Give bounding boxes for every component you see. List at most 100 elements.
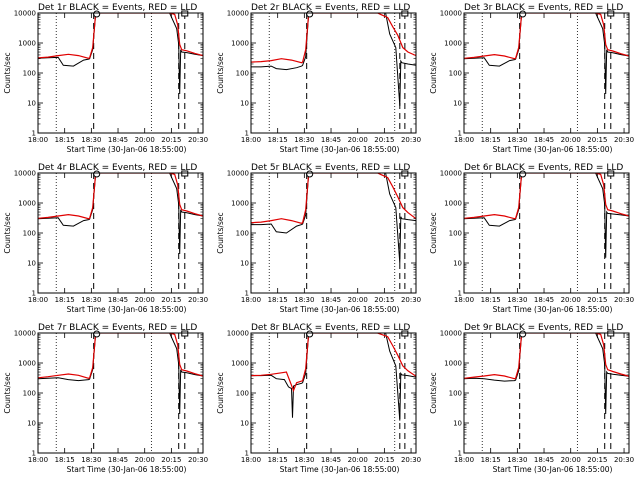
y-tick-label: 100 (236, 70, 249, 78)
y-tick-label: 10 (27, 100, 36, 108)
x-tick-label: 18:15 (268, 296, 288, 304)
y-tick-label: 100 (449, 230, 462, 238)
plot-frame (250, 12, 417, 134)
y-tick-label: 100 (449, 70, 462, 78)
x-tick-label: 20:15 (161, 136, 181, 144)
x-tick-label: 20:00 (561, 296, 581, 304)
x-tick-label: 18:15 (481, 456, 501, 464)
x-tick-label: 20:30 (188, 296, 208, 304)
y-tick-label: 1 (32, 450, 36, 458)
marker-circle (306, 170, 314, 178)
x-tick-label: 20:30 (188, 136, 208, 144)
x-tick-label: 20:00 (135, 296, 155, 304)
x-tick-label: 18:30 (81, 456, 101, 464)
x-tick-label: 18:00 (241, 136, 261, 144)
plot-frame (463, 12, 630, 134)
x-tick-label: 20:15 (587, 456, 607, 464)
x-tick-label: 18:15 (55, 136, 75, 144)
x-tick-label: 20:30 (401, 296, 421, 304)
marker-circle (519, 10, 527, 18)
y-tick-label: 10000 (14, 10, 36, 18)
y-tick-label: 1 (245, 130, 249, 138)
chart-title: Det 5r BLACK = Events, RED = LLD (251, 163, 410, 173)
x-tick-label: 18:45 (321, 456, 341, 464)
x-tick-label: 18:45 (321, 296, 341, 304)
chart-title: Det 1r BLACK = Events, RED = LLD (38, 3, 197, 13)
plot-frame (37, 332, 204, 454)
x-tick-label: 18:45 (108, 456, 128, 464)
series-line (38, 13, 203, 95)
x-tick-label: 18:30 (294, 296, 314, 304)
plot-frame (463, 172, 630, 294)
y-axis-label: Counts/sec (3, 372, 12, 413)
x-axis-label: Start Time (30-Jan-06 18:55:00) (280, 465, 400, 474)
x-tick-label: 20:15 (161, 456, 181, 464)
x-tick-label: 18:00 (454, 136, 474, 144)
x-axis-label: Start Time (30-Jan-06 18:55:00) (280, 305, 400, 314)
chart-title: Det 9r BLACK = Events, RED = LLD (464, 323, 623, 333)
y-tick-label: 10 (240, 260, 249, 268)
marker-circle (519, 330, 527, 338)
series-line (251, 173, 416, 264)
y-axis-label: Counts/sec (429, 52, 438, 93)
series-line (38, 333, 203, 415)
y-axis-label: Counts/sec (3, 52, 12, 93)
x-axis-label: Start Time (30-Jan-06 18:55:00) (67, 305, 187, 314)
chart-title: Det 3r BLACK = Events, RED = LLD (464, 3, 623, 13)
y-tick-label: 10000 (227, 10, 249, 18)
series-line (464, 333, 629, 380)
y-tick-label: 10000 (14, 330, 36, 338)
y-tick-label: 1 (458, 290, 462, 298)
series-line (464, 13, 629, 60)
x-tick-label: 20:15 (374, 136, 394, 144)
x-tick-label: 20:15 (374, 456, 394, 464)
x-tick-label: 20:00 (348, 456, 368, 464)
x-tick-label: 20:00 (348, 296, 368, 304)
series-line (464, 173, 629, 220)
y-tick-label: 1000 (18, 200, 36, 208)
y-tick-label: 10000 (227, 170, 249, 178)
x-tick-label: 20:00 (135, 136, 155, 144)
y-tick-label: 10000 (227, 330, 249, 338)
x-tick-label: 18:15 (55, 296, 75, 304)
y-tick-label: 10 (27, 260, 36, 268)
y-tick-label: 100 (449, 390, 462, 398)
x-tick-label: 20:00 (348, 136, 368, 144)
y-tick-label: 1000 (231, 200, 249, 208)
x-axis-label: Start Time (30-Jan-06 18:55:00) (67, 465, 187, 474)
chart-title: Det 2r BLACK = Events, RED = LLD (251, 3, 410, 13)
chart-panel-4: Det 4r BLACK = Events, RED = LLD Counts/s… (3, 163, 208, 314)
x-axis-label: Start Time (30-Jan-06 18:55:00) (67, 145, 187, 154)
x-tick-label: 18:00 (28, 456, 48, 464)
y-tick-label: 100 (23, 70, 36, 78)
x-tick-label: 20:15 (161, 296, 181, 304)
marker-circle (93, 10, 101, 18)
x-tick-label: 18:00 (454, 456, 474, 464)
plot-frame (37, 12, 204, 134)
x-tick-label: 18:30 (81, 136, 101, 144)
plot-frame (250, 332, 417, 454)
y-tick-label: 100 (236, 390, 249, 398)
chart-panel-3: Det 3r BLACK = Events, RED = LLD Counts/s… (429, 3, 634, 154)
y-tick-label: 10 (453, 100, 462, 108)
series-line (464, 333, 629, 415)
x-tick-label: 18:45 (108, 296, 128, 304)
series-line (38, 173, 203, 255)
x-axis-label: Start Time (30-Jan-06 18:55:00) (280, 145, 400, 154)
x-tick-label: 20:00 (561, 456, 581, 464)
x-tick-label: 20:30 (401, 136, 421, 144)
y-tick-label: 10000 (14, 170, 36, 178)
chart-panel-8: Det 8r BLACK = Events, RED = LLD Counts/s… (216, 323, 421, 474)
plot-frame (37, 172, 204, 294)
x-tick-label: 20:30 (614, 456, 634, 464)
marker-circle (93, 330, 101, 338)
y-tick-label: 10000 (440, 10, 462, 18)
x-tick-label: 18:45 (108, 136, 128, 144)
series-line (464, 173, 629, 258)
series-line (251, 333, 416, 393)
x-tick-label: 18:30 (507, 136, 527, 144)
x-tick-label: 18:15 (268, 456, 288, 464)
y-tick-label: 10 (27, 420, 36, 428)
series-line (251, 333, 416, 421)
